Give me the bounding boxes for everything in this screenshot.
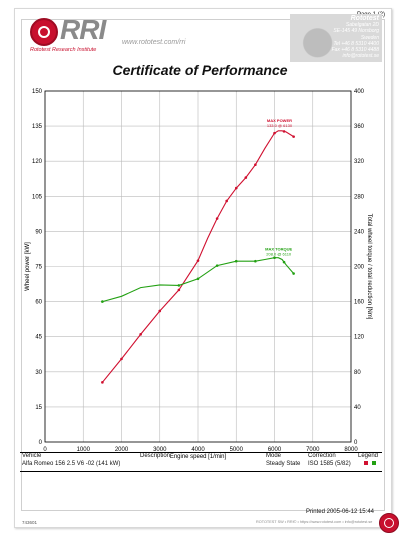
- torque-data-point: [254, 259, 257, 263]
- torque-data-point: [215, 264, 219, 267]
- y2-tick-label: 400: [354, 89, 365, 95]
- mode-header: Mode: [266, 453, 282, 459]
- company-name: Rototest: [350, 15, 379, 22]
- max-annotation-label: MAX POWER: [267, 118, 292, 123]
- power-data-point: [215, 217, 219, 220]
- power-data-point: [139, 333, 142, 336]
- torque-data-point: [282, 260, 286, 264]
- y-tick-label: 45: [35, 335, 42, 341]
- power-data-point: [292, 135, 295, 138]
- x-tick-label: 7000: [306, 447, 320, 453]
- certificate-frame: [21, 19, 385, 511]
- legend-swatches: [362, 461, 376, 467]
- x-tick-label: 0: [43, 447, 47, 453]
- plot-frame: [44, 90, 352, 443]
- x-tick-label: 1000: [77, 447, 91, 453]
- y-tick-label: 90: [35, 229, 42, 235]
- company-line: info@rototest.se: [342, 53, 379, 60]
- power-data-point: [196, 259, 200, 262]
- certificate-title: Certificate of Performance: [112, 62, 288, 78]
- legend-header: Legend: [358, 453, 379, 459]
- max-annotation-value: 208.0 @ 6110: [266, 251, 292, 256]
- company-address-block: Rototest Sabelgatan 2D SE-145 49 Norsbor…: [290, 14, 382, 62]
- y2-tick-label: 120: [354, 335, 365, 341]
- footer-note: ROTOTEST SW • RRI© • https://www.rototes…: [256, 520, 373, 524]
- mode-value: Steady State: [266, 461, 301, 467]
- max-annotation-label: MAX TORQUE: [265, 246, 292, 251]
- correction-value: ISO 1585 (5/82): [308, 461, 351, 467]
- power-data-point: [282, 130, 286, 133]
- power-data-point: [158, 309, 162, 313]
- vehicle-header: Vehicle: [22, 453, 42, 459]
- y2-axis-label: Total wheel torque / total reduction [Nm…: [366, 214, 372, 320]
- brand-subtitle: Rototest Research Institute: [30, 47, 97, 53]
- power-data-point: [177, 288, 181, 292]
- correction-header: Correction: [308, 453, 336, 459]
- table-bottom-rule: [20, 471, 382, 472]
- y2-tick-label: 240: [354, 229, 365, 235]
- x-tick-label: 5000: [230, 447, 244, 453]
- y-tick-label: 150: [32, 89, 43, 95]
- torque-data-point: [196, 277, 200, 281]
- x-tick-label: 3000: [153, 447, 167, 453]
- brand-name: RRI: [60, 14, 106, 45]
- y2-tick-label: 40: [354, 405, 361, 411]
- certificate-page: Page 1 (2): [14, 8, 392, 528]
- power-data-point: [234, 186, 238, 190]
- y2-tick-label: 80: [354, 370, 361, 376]
- y-tick-label: 75: [35, 265, 42, 271]
- max-annotation-value: 133.0 @ 6130: [267, 123, 293, 128]
- y2-tick-label: 0: [354, 440, 358, 446]
- power-data-point: [244, 176, 248, 179]
- x-axis-label: Engine speed [1/min]: [170, 454, 227, 460]
- x-tick-label: 4000: [191, 447, 205, 453]
- description-header: Description: [140, 453, 171, 459]
- x-tick-label: 6000: [268, 447, 282, 453]
- rototest-stamp-icon: [379, 513, 399, 533]
- torque-data-point: [292, 272, 295, 275]
- y-tick-label: 0: [39, 440, 43, 446]
- table-top-rule: [20, 452, 382, 453]
- rototest-logo-icon: [30, 18, 58, 46]
- printed-timestamp: Printed 2005-06-12 15:44: [305, 509, 374, 515]
- y-tick-label: 105: [32, 194, 43, 200]
- power-data-point: [120, 357, 123, 361]
- torque-data-point: [177, 284, 181, 287]
- vehicle-value: Alfa Romeo 156 2.5 V6 -02 (141 kW): [22, 461, 121, 467]
- company-line: Tel +46 8 5310 4400: [333, 40, 379, 47]
- company-line: SE-145 49 Norsborg: [333, 28, 379, 35]
- x-tick-label: 8000: [344, 447, 358, 453]
- y-axis-label: Wheel power [kW]: [25, 242, 31, 291]
- y-tick-label: 120: [32, 159, 43, 165]
- power-data-point: [273, 131, 276, 135]
- y2-tick-label: 280: [354, 194, 365, 200]
- y2-tick-label: 160: [354, 300, 365, 306]
- y2-tick-label: 200: [354, 265, 365, 271]
- torque-data-point: [101, 300, 104, 303]
- rri-logo: RRI Rototest Research Institute: [30, 14, 158, 54]
- y2-tick-label: 320: [354, 159, 365, 165]
- y-tick-label: 60: [35, 300, 42, 306]
- y-tick-label: 30: [35, 370, 42, 376]
- power-data-point: [225, 199, 228, 203]
- y2-tick-label: 360: [354, 124, 365, 130]
- company-line: Sweden: [360, 34, 379, 41]
- serial-number: 743601: [22, 520, 38, 525]
- torque-data-point: [273, 256, 276, 260]
- y-tick-label: 135: [32, 124, 43, 130]
- company-line: Sabelgatan 2D: [345, 22, 379, 29]
- power-data-point: [254, 163, 257, 167]
- power-series-line: [101, 130, 294, 383]
- power-legend-swatch: [364, 461, 368, 466]
- torque-data-point: [234, 259, 238, 263]
- y-tick-label: 15: [35, 405, 42, 411]
- website-url: www.rototest.com/rri: [122, 39, 186, 46]
- x-tick-label: 2000: [115, 447, 129, 453]
- torque-legend-swatch: [371, 461, 376, 466]
- power-data-point: [101, 381, 104, 384]
- company-line: Fax +46 8 5310 4488: [331, 47, 379, 54]
